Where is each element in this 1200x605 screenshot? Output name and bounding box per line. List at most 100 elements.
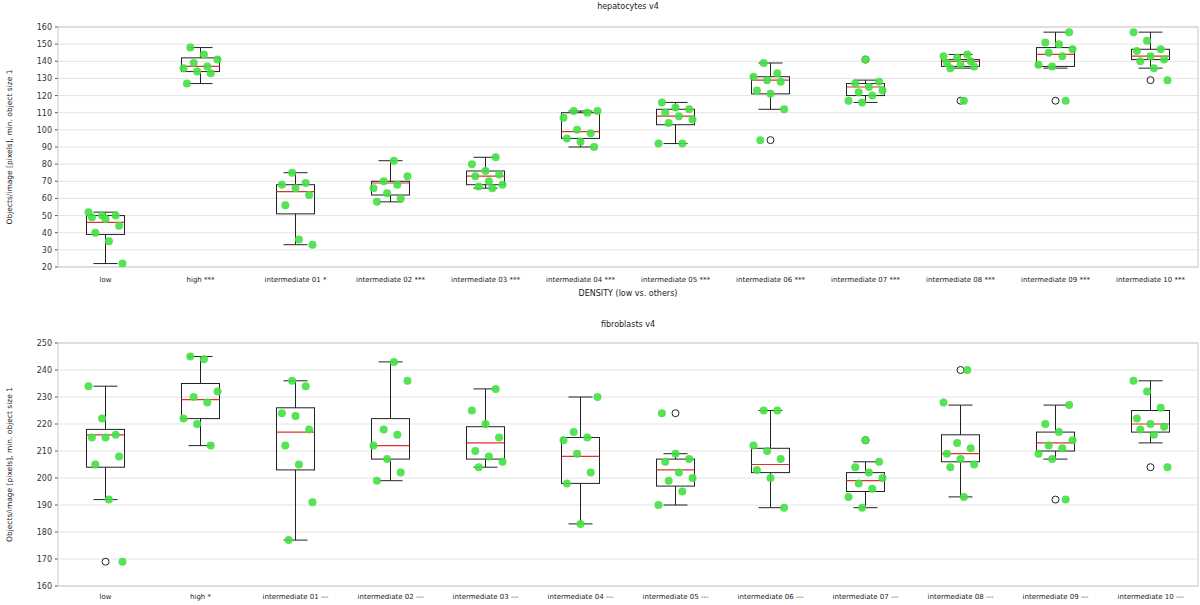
data-point: [851, 80, 859, 88]
grid-line: [58, 249, 1198, 250]
subplot: 2030405060708090100110120130140150160hep…: [5, 2, 1198, 298]
data-point: [868, 92, 876, 100]
whisker: [770, 411, 771, 449]
category-label: high ***: [187, 276, 215, 284]
data-point: [214, 388, 222, 396]
whisker: [675, 486, 676, 505]
data-point: [665, 477, 673, 485]
data-point: [492, 385, 500, 393]
data-point: [499, 458, 507, 466]
data-point: [383, 455, 391, 463]
data-point: [397, 469, 405, 477]
data-point: [655, 140, 663, 148]
data-point: [383, 189, 391, 197]
data-point: [875, 78, 883, 86]
grid-line: [58, 370, 1198, 371]
grid-line: [58, 44, 1198, 45]
flier: [1147, 77, 1154, 84]
data-point: [471, 447, 479, 455]
whisker: [770, 63, 771, 77]
data-point: [940, 52, 948, 60]
data-point: [963, 366, 971, 374]
data-point: [763, 76, 771, 84]
data-point: [1150, 431, 1158, 439]
data-point: [967, 444, 975, 452]
data-point: [658, 409, 666, 417]
data-point: [661, 109, 669, 117]
y-axis-label: Objects/image [pixels], min. object size…: [5, 387, 14, 542]
data-point: [1041, 420, 1049, 428]
whisker-cap: [664, 102, 688, 103]
data-point: [115, 222, 123, 230]
tick-label: 130: [37, 74, 52, 83]
data-point: [946, 64, 954, 72]
data-point: [777, 455, 785, 463]
grid-line: [58, 129, 1198, 130]
data-point: [390, 157, 398, 165]
box: [87, 429, 125, 467]
data-point: [390, 358, 398, 366]
grid-line: [58, 164, 1198, 165]
category-label: intermediate 06 ---: [738, 593, 804, 601]
whisker-cap: [759, 109, 783, 110]
data-point: [88, 434, 96, 442]
whisker: [675, 125, 676, 144]
data-point: [943, 450, 951, 458]
data-point: [879, 86, 887, 94]
plot-frame: [58, 343, 1198, 586]
data-point: [393, 431, 401, 439]
data-point: [305, 191, 313, 199]
median: [847, 480, 885, 481]
data-point: [750, 73, 758, 81]
data-point: [858, 504, 866, 512]
data-point: [750, 442, 758, 450]
data-point: [862, 436, 870, 444]
data-point: [112, 212, 120, 220]
data-point: [1150, 64, 1158, 72]
data-point: [98, 415, 106, 423]
data-point: [689, 116, 697, 124]
median: [752, 464, 790, 465]
data-point: [1035, 61, 1043, 69]
data-point: [573, 126, 581, 134]
data-point: [1136, 425, 1144, 433]
flier: [1052, 97, 1059, 104]
data-point: [678, 488, 686, 496]
data-point: [91, 461, 99, 469]
data-point: [180, 64, 188, 72]
whisker-cap: [1139, 32, 1163, 33]
tick-label: 180: [37, 528, 52, 537]
data-point: [780, 105, 788, 113]
whisker-cap: [189, 83, 213, 84]
data-point: [573, 450, 581, 458]
data-point: [183, 80, 191, 88]
tick-label: 160: [37, 23, 52, 32]
data-point: [855, 88, 863, 96]
data-point: [281, 201, 289, 209]
category-label: low: [100, 593, 112, 601]
data-point: [970, 461, 978, 469]
grid-line: [58, 61, 1198, 62]
tick-label: 220: [37, 420, 52, 429]
y-axis-label: Objects/image [pixels], min. object size…: [5, 69, 14, 224]
data-point: [302, 382, 310, 390]
data-point: [672, 450, 680, 458]
grid-line: [58, 559, 1198, 560]
data-point: [675, 112, 683, 120]
median: [562, 456, 600, 457]
data-point: [492, 153, 500, 161]
whisker: [865, 80, 866, 83]
data-point: [305, 425, 313, 433]
data-point: [957, 61, 965, 69]
box: [277, 185, 315, 214]
data-point: [763, 447, 771, 455]
x-axis-label: DENSITY (low vs. others): [579, 289, 678, 298]
data-point: [672, 104, 680, 112]
data-point: [685, 455, 693, 463]
tick-label: 150: [37, 40, 52, 49]
data-point: [767, 474, 775, 482]
marks: [85, 353, 1172, 566]
data-point: [482, 420, 490, 428]
category-label: intermediate 01 ---: [263, 593, 329, 601]
data-point: [105, 496, 113, 504]
